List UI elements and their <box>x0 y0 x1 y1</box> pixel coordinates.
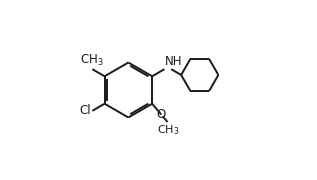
Text: O: O <box>157 108 166 121</box>
Text: NH: NH <box>165 55 183 68</box>
Text: CH$_3$: CH$_3$ <box>157 123 179 137</box>
Text: Cl: Cl <box>80 104 91 117</box>
Text: CH$_3$: CH$_3$ <box>80 53 103 68</box>
